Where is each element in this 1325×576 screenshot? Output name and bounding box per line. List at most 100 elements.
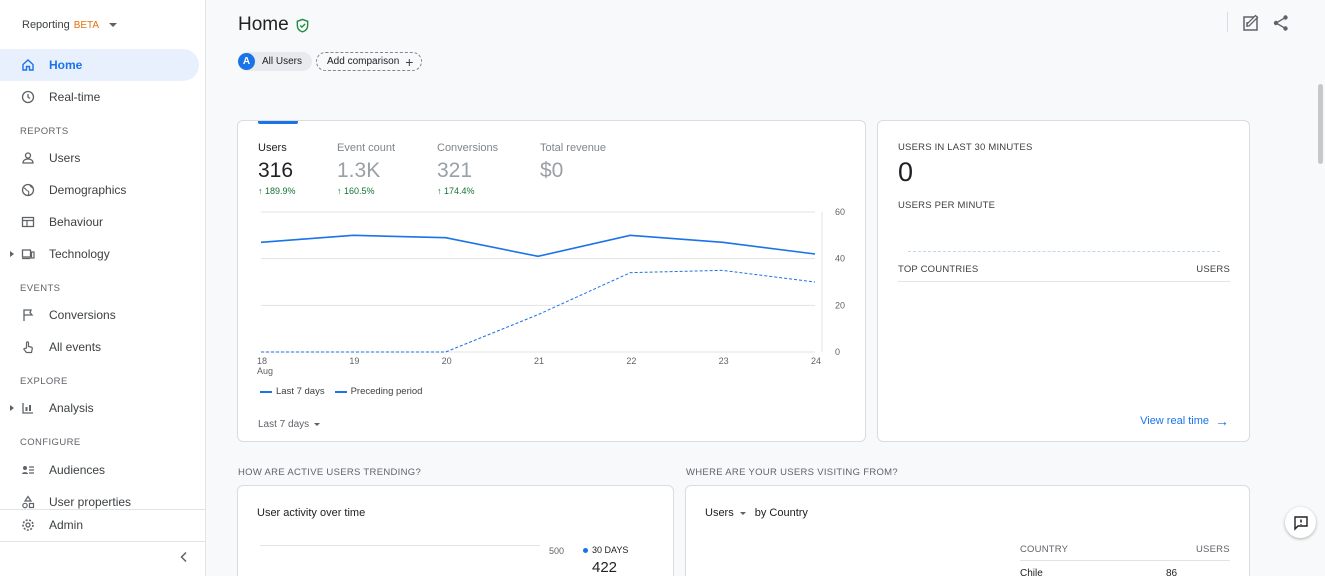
x-tick-label: 20 xyxy=(442,356,452,366)
globe-icon xyxy=(20,182,36,198)
add-comparison-label: Add comparison xyxy=(327,56,400,67)
page-title: Home xyxy=(238,14,310,36)
col-header-countries: TOP COUNTRIES xyxy=(898,264,979,275)
x-tick-label: 23 xyxy=(719,356,729,366)
comparison-chip-all-users[interactable]: A All Users xyxy=(238,52,313,71)
feedback-button[interactable] xyxy=(1285,507,1316,538)
series-label: 30 DAYS xyxy=(592,545,629,555)
chart-legend: Last 7 days Preceding period xyxy=(260,386,432,397)
metric-tab-conversions[interactable]: Conversions 321 ↑ 174.4% xyxy=(437,142,498,196)
y-tick-label: 60 xyxy=(835,207,845,217)
sidebar-item-technology[interactable]: Technology xyxy=(0,238,199,270)
sidebar-item-users[interactable]: Users xyxy=(0,142,199,174)
metric-delta-value: 189.9% xyxy=(265,186,296,196)
legend-item-current: Last 7 days xyxy=(260,386,325,397)
sidebar: Reporting BETA Home Real-time REPORTS Us… xyxy=(0,0,206,576)
sidebar-item-user-properties[interactable]: User properties xyxy=(0,486,199,518)
expand-arrow-icon[interactable] xyxy=(10,405,14,411)
page-title-text: Home xyxy=(238,14,289,35)
sidebar-item-admin[interactable]: Admin xyxy=(0,509,199,541)
gridline xyxy=(260,545,540,546)
metric-delta: ↑ 189.9% xyxy=(258,186,296,196)
selected-metric-indicator xyxy=(258,121,298,124)
x-tick-label: 22 xyxy=(626,356,636,366)
x-tick-label: 24 xyxy=(811,356,821,366)
sidebar-item-label: Demographics xyxy=(49,183,127,197)
x-tick-sublabel: Aug xyxy=(257,366,273,376)
legend-swatch-solid xyxy=(260,390,272,393)
audience-list-icon xyxy=(20,462,36,478)
chevron-down-icon xyxy=(739,511,746,515)
metric-value: 316 xyxy=(258,159,294,182)
sidebar-item-label: Analysis xyxy=(49,401,94,415)
sidebar-item-home[interactable]: Home xyxy=(0,49,199,81)
metric-label: Users xyxy=(258,142,287,154)
sidebar-item-demographics[interactable]: Demographics xyxy=(0,174,199,206)
metric-tab-total-revenue[interactable]: Total revenue $0 xyxy=(540,142,606,183)
date-range-selector[interactable]: Last 7 days xyxy=(258,419,321,430)
beta-badge: BETA xyxy=(73,19,100,31)
series-line-last-7-days xyxy=(260,234,816,258)
metric-tab-event-count[interactable]: Event count 1.3K ↑ 160.5% xyxy=(337,142,395,196)
col-header-users: USERS xyxy=(1196,544,1230,555)
sidebar-item-label: Users xyxy=(49,151,81,165)
table-divider xyxy=(898,281,1230,282)
table-divider xyxy=(1020,560,1230,561)
chevron-down-icon xyxy=(109,23,118,27)
expand-arrow-icon[interactable] xyxy=(10,251,14,257)
sidebar-item-behaviour[interactable]: Behaviour xyxy=(0,206,199,238)
sidebar-divider xyxy=(0,541,205,542)
y-tick-label: 500 xyxy=(549,546,565,556)
legend-item-previous: Preceding period xyxy=(334,386,422,397)
overview-card: Users 316 ↑ 189.9% Event count 1.3K ↑ 16… xyxy=(237,120,866,442)
header-divider xyxy=(1227,12,1228,32)
sidebar-item-label: Admin xyxy=(49,518,84,532)
customize-report-icon[interactable] xyxy=(1242,14,1260,32)
view-real-time-link[interactable]: View real time → xyxy=(1140,413,1229,429)
series-label-30-days: 30 DAYS xyxy=(583,545,628,555)
property-selector[interactable]: Reporting BETA xyxy=(22,19,118,31)
metric-label: Event count xyxy=(337,142,396,154)
brand-label: Reporting xyxy=(22,19,70,31)
users-cell: 86 xyxy=(1166,568,1178,576)
col-header-users: USERS xyxy=(1196,264,1230,275)
x-tick-label: 19 xyxy=(349,356,359,366)
person-icon xyxy=(20,150,36,166)
y-tick-label: 20 xyxy=(835,300,845,310)
add-comparison-button[interactable]: Add comparison + xyxy=(316,52,423,71)
metric-value: 321 xyxy=(437,159,473,182)
share-icon[interactable] xyxy=(1272,14,1290,32)
web-page-icon xyxy=(20,214,36,230)
section-reports: REPORTS xyxy=(20,126,69,137)
metric-delta-value: 160.5% xyxy=(344,186,375,196)
sidebar-item-audiences[interactable]: Audiences xyxy=(0,454,199,486)
collapse-sidebar-chevron-icon[interactable] xyxy=(178,551,190,563)
page-scrollbar[interactable] xyxy=(1318,84,1323,164)
metric-delta: ↑ 160.5% xyxy=(337,186,375,196)
users-line-chart: 60 40 20 0 18 19 20 21 22 23 24 Aug xyxy=(257,207,845,376)
sidebar-item-all-events[interactable]: All events xyxy=(0,331,199,363)
plus-icon: + xyxy=(405,53,414,70)
sidebar-item-analysis[interactable]: Analysis xyxy=(0,392,199,424)
section-title-trending: HOW ARE ACTIVE USERS TRENDING? xyxy=(238,467,422,478)
clock-icon xyxy=(20,89,36,105)
sidebar-item-conversions[interactable]: Conversions xyxy=(0,299,199,331)
series-dot xyxy=(583,547,588,553)
feedback-icon xyxy=(1293,515,1308,531)
sidebar-item-label: User properties xyxy=(49,495,132,509)
shapes-icon xyxy=(20,494,36,510)
sidebar-divider xyxy=(0,509,205,510)
x-tick-label: 18 xyxy=(257,356,267,366)
comparison-chip-label: All Users xyxy=(262,56,303,67)
metric-dimension-selector[interactable]: Users by Country xyxy=(705,507,808,519)
sidebar-item-realtime[interactable]: Real-time xyxy=(0,81,199,113)
series-line-preceding-period xyxy=(261,269,816,353)
metric-tab-users[interactable]: Users 316 ↑ 189.9% xyxy=(258,142,296,196)
metric-value: $0 xyxy=(540,159,564,182)
sidebar-item-label: Real-time xyxy=(49,90,101,104)
home-icon xyxy=(20,57,36,73)
metric-selector-label: Users xyxy=(705,507,734,519)
sidebar-item-label: Behaviour xyxy=(49,215,104,229)
metric-label: Total revenue xyxy=(540,142,607,154)
view-real-time-label: View real time xyxy=(1140,415,1209,427)
